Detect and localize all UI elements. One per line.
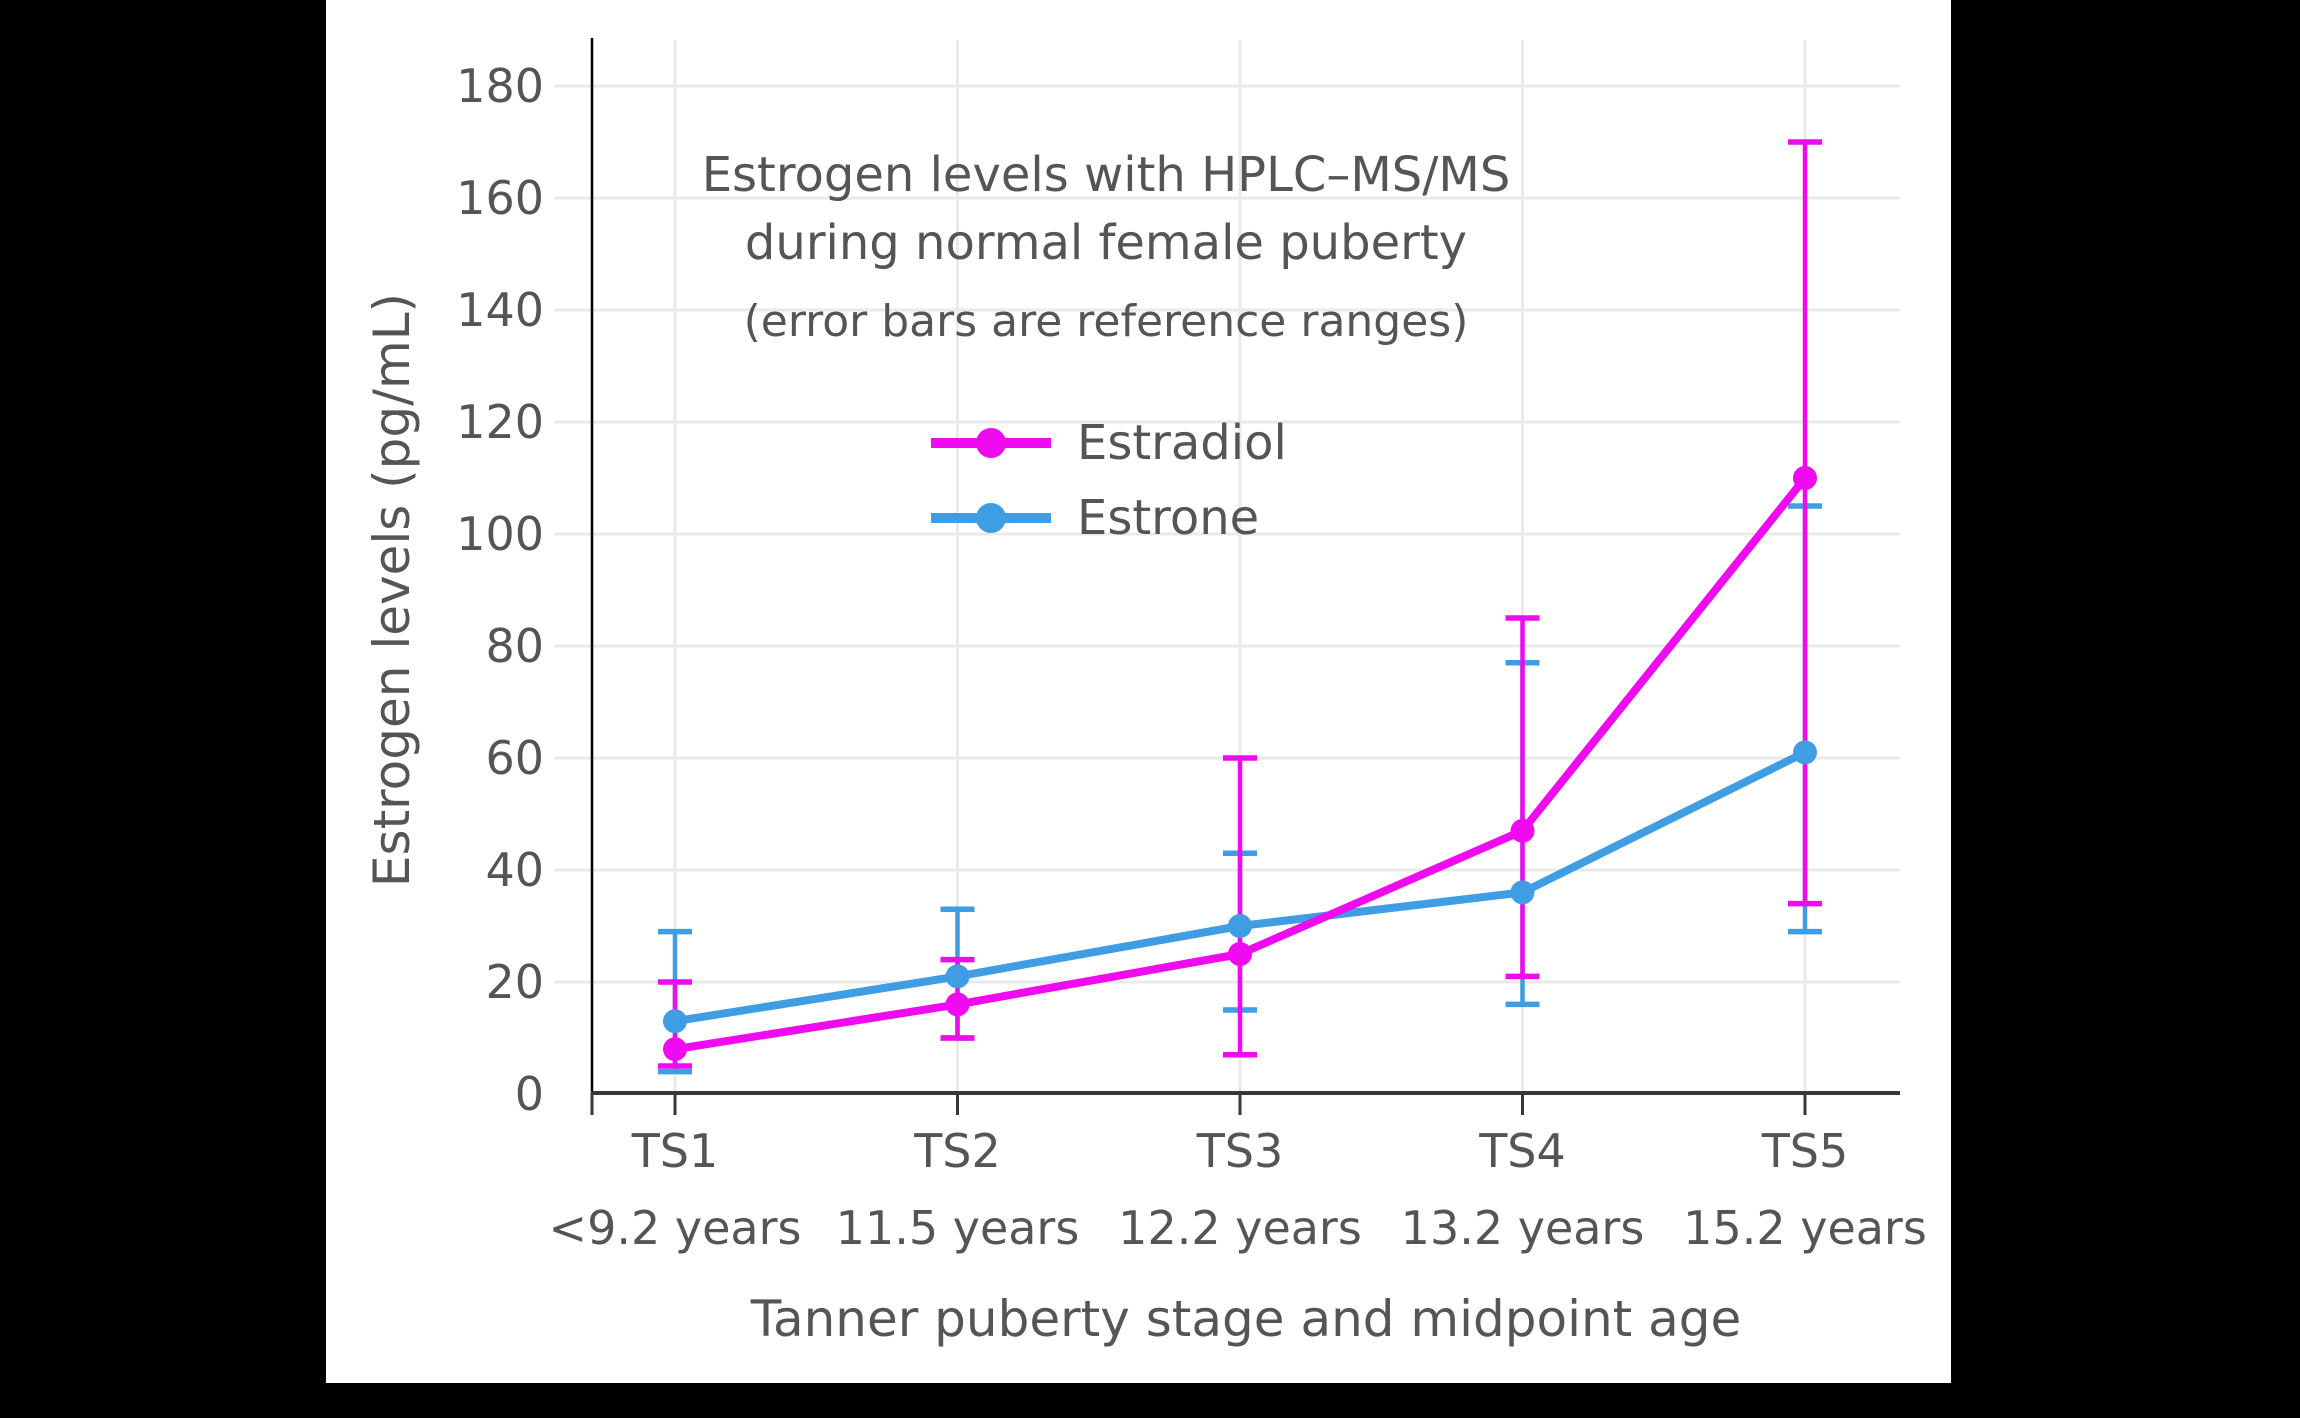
estrone-data-point[interactable] [945, 964, 970, 989]
x-tick-label-age: 11.5 years [836, 1201, 1080, 1255]
x-tick-label-age: <9.2 years [549, 1201, 802, 1255]
legend-label-estradiol: Estradiol [1077, 414, 1287, 471]
chart-title-line2: during normal female puberty [744, 215, 1468, 271]
estrone-line-marker-icon [931, 502, 1051, 533]
estrone-data-point[interactable] [1228, 914, 1252, 938]
x-tick-label-stage: TS5 [1761, 1124, 1849, 1178]
estrone-data-point[interactable] [663, 1009, 687, 1034]
chart-subtitle: (error bars are reference ranges) [743, 296, 1469, 347]
estradiol-data-point[interactable] [1510, 818, 1535, 843]
x-tick-label-stage: TS1 [631, 1124, 719, 1178]
x-tick-label-age: 15.2 years [1683, 1201, 1927, 1255]
y-tick-label: 100 [456, 507, 544, 561]
estrone-legend-dot-icon [976, 502, 1006, 533]
y-tick-label: 0 [515, 1067, 544, 1121]
chart-canvas: 0 20 40 60 80 100 120 140 160 180 TS1 <9.2 years TS2… [326, 0, 1951, 1383]
y-tick-label: 120 [456, 395, 544, 449]
x-tick-label-age: 12.2 years [1118, 1201, 1362, 1255]
estradiol-data-point[interactable] [1228, 942, 1252, 966]
estrone-data-point[interactable] [1510, 880, 1535, 905]
chart-title-line1: Estrogen levels with HPLC–MS/MS [701, 147, 1511, 203]
estradiol-data-point[interactable] [663, 1037, 687, 1062]
legend-item-estradiol[interactable]: Estradiol [929, 405, 1287, 480]
y-tick-label: 140 [456, 283, 544, 337]
estradiol-data-point[interactable] [945, 992, 970, 1017]
estradiol-legend-dot-icon [976, 427, 1006, 458]
legend: Estradiol Estrone [929, 405, 1287, 555]
y-axis-title: Estrogen levels (pg/mL) [363, 292, 421, 888]
x-tick-label-age: 13.2 years [1401, 1201, 1645, 1255]
y-tick-label: 160 [456, 171, 544, 225]
x-tick-label-stage: TS2 [913, 1124, 1001, 1178]
legend-label-estrone: Estrone [1077, 489, 1260, 546]
y-tick-label: 20 [485, 955, 544, 1009]
estradiol-line-marker-icon [931, 427, 1051, 458]
estrone-data-point[interactable] [1793, 740, 1817, 765]
legend-item-estrone[interactable]: Estrone [929, 480, 1287, 555]
y-tick-label: 60 [485, 731, 544, 785]
x-axis-title: Tanner puberty stage and midpoint age [750, 1290, 1742, 1348]
plot-area: 0 20 40 60 80 100 120 140 160 180 TS1 <9.2 years TS2… [456, 38, 1927, 1255]
y-tick-label: 80 [485, 619, 544, 673]
x-tick-label-stage: TS4 [1478, 1124, 1566, 1178]
x-tick-label-stage: TS3 [1196, 1124, 1284, 1178]
estradiol-data-point[interactable] [1793, 466, 1817, 490]
y-tick-label: 180 [456, 59, 544, 113]
y-tick-label: 40 [485, 843, 544, 897]
chart-title-block: Estrogen levels with HPLC–MS/MS during n… [702, 141, 1511, 352]
